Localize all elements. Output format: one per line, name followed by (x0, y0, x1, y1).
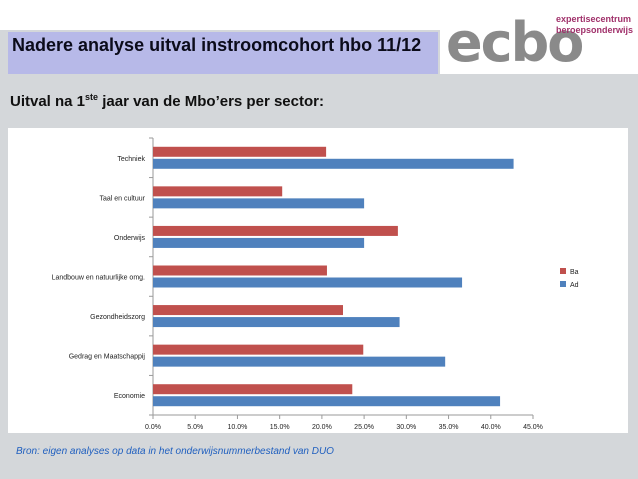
x-tick-label: 35.0% (439, 424, 459, 431)
bar-ad (153, 237, 365, 248)
title-box (8, 32, 438, 74)
category-label: Techniek (117, 156, 145, 163)
legend-swatch-ba (560, 268, 566, 274)
bar-ad (153, 396, 501, 407)
category-label: Onderwijs (114, 235, 146, 242)
x-tick-label: 40.0% (481, 424, 501, 431)
bar-ba (153, 146, 327, 157)
category-label: Economie (114, 393, 145, 400)
bar-ba (153, 344, 364, 355)
bar-ba (153, 305, 343, 316)
logo-subtitle: expertisecentrum beroepsonderwijs (556, 14, 633, 36)
x-tick-label: 0.0% (145, 424, 161, 431)
bar-ba (153, 384, 353, 395)
bar-ad (153, 277, 463, 288)
logo-line-2: beroepsonderwijs (556, 25, 634, 35)
logo-wordmark: ecbo (446, 11, 584, 74)
bar-chart: 0.0% 5.0% 10.0% 15.0% 20.0% 25.0% 30.0% 35.0% 40… (52, 137, 579, 431)
chart-heading: Uitval na 1ste jaar van de Mbo’ers per s… (10, 92, 324, 110)
bar-ad (153, 158, 514, 169)
x-tick-label: 15.0% (270, 424, 290, 431)
legend-swatch-ad (560, 281, 566, 287)
chart-heading-prefix: Uitval na 1 (10, 93, 86, 110)
x-tick-label: 10.0% (228, 424, 248, 431)
chart-container: 0.0% 5.0% 10.0% 15.0% 20.0% 25.0% 30.0% 35.0% 40… (8, 128, 628, 433)
bar-ba (153, 186, 283, 197)
logo-line-1: expertisecentrum (556, 14, 632, 24)
category-label: Gezondheidszorg (90, 314, 145, 321)
category-label: Taal en cultuur (99, 195, 145, 202)
bar-ba (153, 225, 398, 236)
page-title: Nadere analyse uitval instroomcohort hbo… (12, 35, 422, 55)
legend-label-ad: Ad (570, 282, 579, 289)
x-tick-label: 25.0% (354, 424, 374, 431)
bar-ad (153, 317, 400, 328)
x-tick-label: 30.0% (396, 424, 416, 431)
x-tick-label: 5.0% (187, 424, 203, 431)
logo (440, 0, 638, 74)
x-tick-label: 20.0% (312, 424, 332, 431)
category-label: Landbouw en natuurlijke omg. (52, 275, 145, 282)
chart-heading-suffix: jaar van de Mbo’ers per sector: (98, 93, 324, 110)
bar-ad (153, 356, 446, 367)
category-label: Gedrag en Maatschappij (69, 354, 146, 361)
chart-heading-sup: ste (85, 92, 99, 102)
bar-ba (153, 265, 327, 276)
source-note: Bron: eigen analyses op data in het onde… (16, 446, 334, 457)
bar-ad (153, 198, 365, 209)
legend-label-ba: Ba (570, 269, 579, 276)
x-tick-label: 45.0% (523, 424, 543, 431)
